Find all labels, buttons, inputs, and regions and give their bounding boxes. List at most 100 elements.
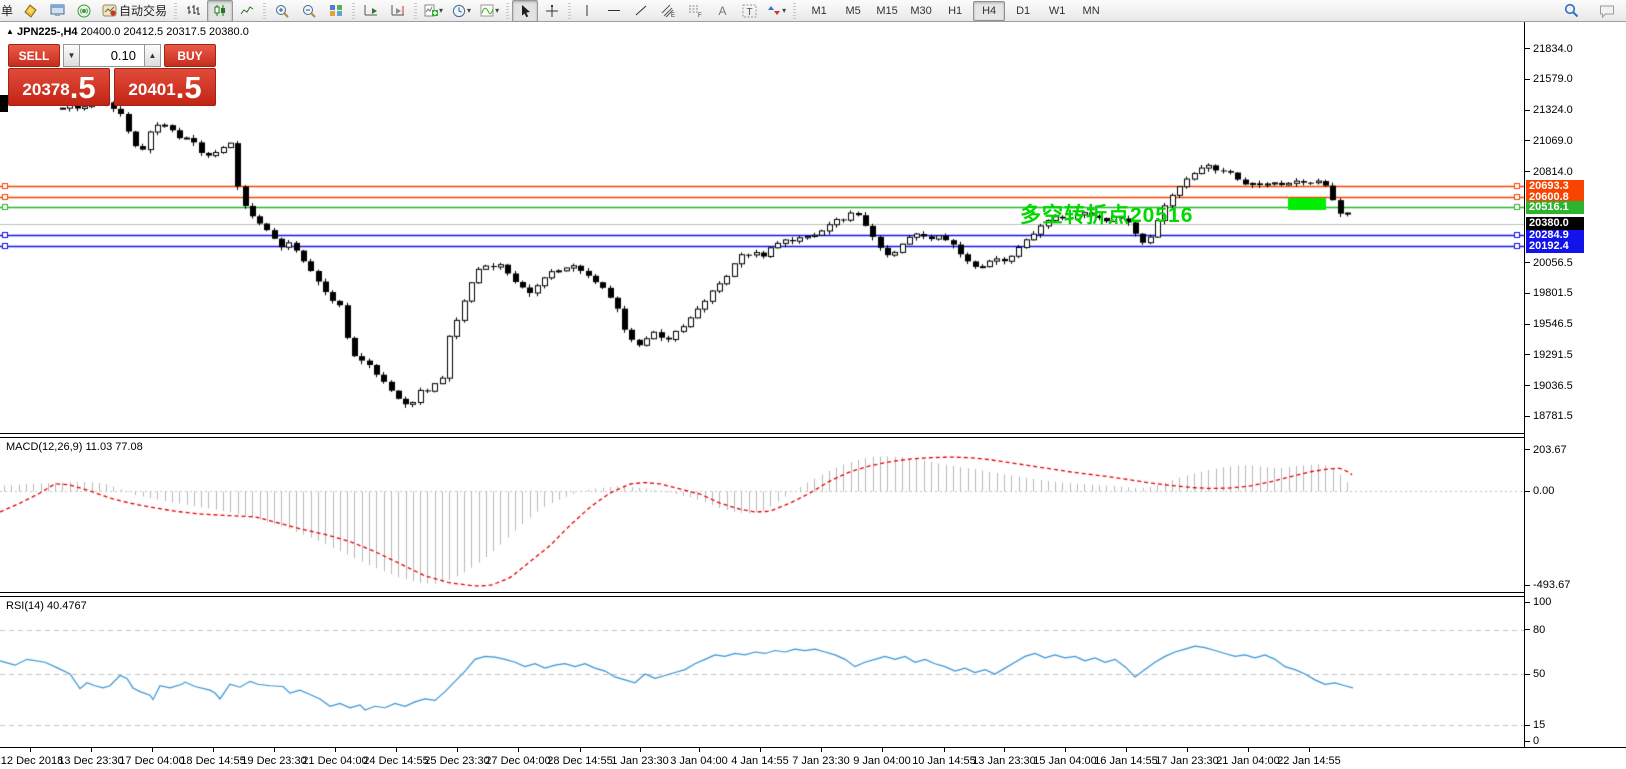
tile-windows-icon[interactable] [323,0,349,22]
price-tick-mark [1525,262,1530,264]
price-tick-mark [1525,78,1530,80]
date-tick-label: 7 Jan 23:30 [792,755,850,767]
text-label-tool-icon[interactable]: T [736,0,762,22]
chat-icon[interactable] [1594,0,1620,22]
sell-price-tile[interactable]: 20378.5 [8,68,110,106]
price-tick-mark [1525,323,1530,325]
candlestick-mode-icon[interactable] [207,0,234,22]
toolbar-grip [568,2,572,19]
date-tick-label: 17 Jan 23:30 [1155,755,1219,767]
chart-shift-icon[interactable] [385,0,411,22]
hline-price-label: 20516.1 [1526,200,1584,214]
auto-scroll-icon[interactable] [358,0,384,22]
fibonacci-tool-icon[interactable]: F [682,0,708,22]
timeframe-H4[interactable]: H4 [973,0,1006,21]
date-tick-mark [518,748,519,752]
autotrading-button[interactable]: 自动交易 [98,0,171,22]
date-tick-mark [30,748,31,752]
svg-text:T: T [746,7,752,18]
date-tick-mark [457,748,458,752]
macd-tick-label: 0.00 [1533,485,1555,497]
periods-button[interactable]: ▾ [448,0,475,22]
volume-decrease-button[interactable]: ▼ [63,44,80,67]
price-tick-label: 21834.0 [1533,42,1573,55]
cursor-tool-icon[interactable] [512,0,539,22]
indicators-button[interactable]: ▾ [476,0,503,22]
buy-button[interactable]: BUY [164,44,216,67]
date-tick-label: 12 Dec 2018 [0,755,64,767]
collapse-marker-icon[interactable]: ▲ [6,27,14,36]
chart-ohlc-values: 20400.0 20412.5 20317.5 20380.0 [80,26,249,38]
chevron-down-icon: ▾ [439,6,444,15]
vertical-line-tool-icon[interactable] [574,0,600,22]
date-tick-label: 13 Dec 23:30 [58,755,124,767]
autotrading-label: 自动交易 [119,4,168,18]
timeframe-M30[interactable]: M30 [910,4,932,17]
date-tick-mark [640,748,641,752]
toolbar-grip [793,2,797,19]
new-order-label[interactable]: 单 [1,4,14,18]
time-axis[interactable]: 12 Dec 2018 13 Dec 23:30 17 Dec 04:00 18 De… [0,747,1626,769]
macd-canvas[interactable] [0,438,1524,592]
market-watch-icon[interactable] [44,0,70,22]
rsi-canvas[interactable] [0,597,1524,747]
date-tick-mark [1187,748,1188,752]
line-chart-mode-icon[interactable] [234,0,260,22]
date-tick-mark [760,748,761,752]
zoom-out-icon[interactable] [296,0,322,22]
rsi-tick-mark [1525,673,1530,675]
svg-text:F: F [698,13,702,18]
date-tick-mark [882,748,883,752]
date-tick-label: 16 Jan 14:55 [1094,755,1158,767]
toolbar-grip [414,2,418,19]
main-chart-canvas[interactable] [0,22,1524,433]
price-tick-mark [1525,109,1530,111]
equidistant-channel-tool-icon[interactable]: E [655,0,681,22]
price-axis[interactable]: 21834.0 21579.0 21324.0 21069.0 20814.0 20056… [1524,22,1626,747]
svg-text:A: A [718,4,726,17]
toolbar-grip [174,2,178,19]
sell-button[interactable]: SELL [8,44,60,67]
rsi-tick-label: 0 [1533,735,1540,747]
price-tick-mark [1525,385,1530,386]
hline-price-label: 20693.3 [1526,179,1584,193]
volume-input[interactable]: 0.10 [80,44,144,67]
new-chart-button[interactable]: ▾ [420,0,447,22]
timeframe-H1[interactable]: H1 [948,4,963,17]
rsi-tick-mark [1525,740,1530,742]
price-tick-mark [1525,171,1530,172]
date-tick-label: 19 Dec 23:30 [241,755,307,767]
new-order-icon[interactable] [17,0,43,22]
timeframe-M5[interactable]: M5 [845,4,861,17]
search-icon[interactable] [1558,0,1584,22]
price-tick-mark [1525,48,1530,50]
timeframe-MN[interactable]: MN [1082,4,1100,17]
signals-icon[interactable] [71,0,97,22]
sell-price-main: 20378 [22,80,70,99]
zoom-in-icon[interactable] [269,0,295,22]
price-tick-label: 19546.5 [1533,318,1573,331]
price-tick-label: 18781.5 [1533,410,1573,423]
price-tick-label: 20814.0 [1533,165,1573,178]
price-tick-label: 20056.5 [1533,256,1573,269]
pane-splitter[interactable] [0,592,1626,597]
bar-chart-mode-icon[interactable] [180,0,206,22]
date-tick-label: 24 Dec 14:55 [363,755,429,767]
date-tick-mark [335,748,336,752]
timeframe-W1[interactable]: W1 [1048,4,1066,17]
date-tick-label: 21 Jan 04:00 [1216,755,1280,767]
timeframe-M1[interactable]: M1 [811,4,827,17]
text-tool-icon[interactable]: A [709,0,735,22]
horizontal-line-tool-icon[interactable] [601,0,627,22]
arrows-tool-button[interactable]: ▾ [763,0,790,22]
date-tick-label: 28 Dec 14:55 [547,755,613,767]
pane-splitter[interactable] [0,433,1626,438]
buy-price-tile[interactable]: 20401.5 [114,68,216,106]
trendline-tool-icon[interactable] [628,0,654,22]
date-tick-mark [580,748,581,752]
date-tick-label: 13 Jan 23:30 [972,755,1036,767]
timeframe-M15[interactable]: M15 [876,4,898,17]
timeframe-D1[interactable]: D1 [1016,4,1031,17]
volume-increase-button[interactable]: ▲ [144,44,161,67]
crosshair-tool-icon[interactable] [539,0,565,22]
